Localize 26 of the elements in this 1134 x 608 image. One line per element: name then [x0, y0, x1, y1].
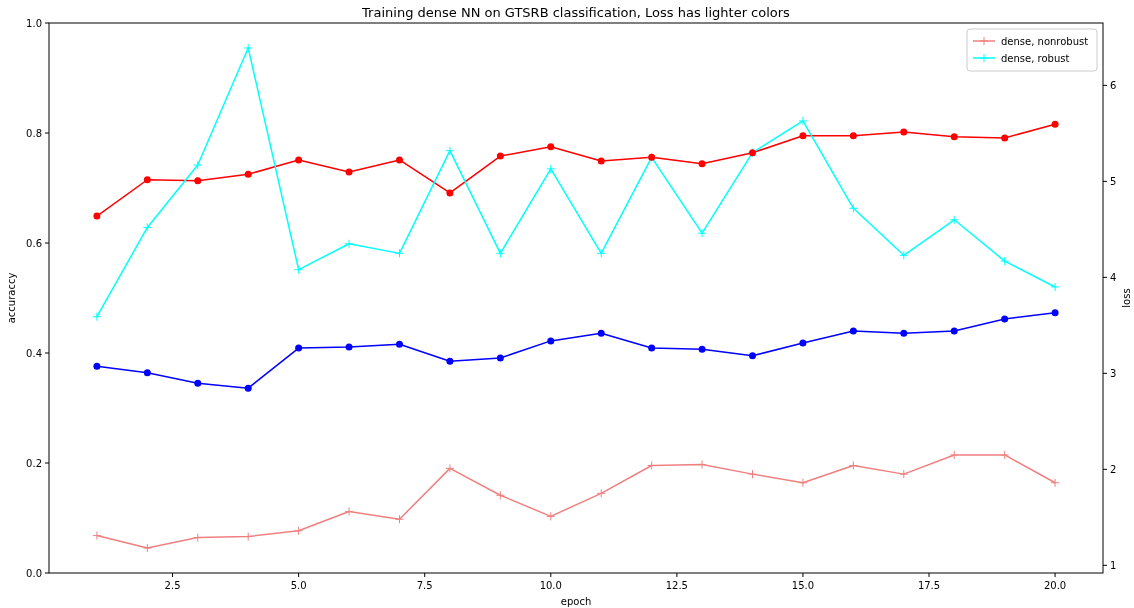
y-tick-label: 0.8 — [26, 127, 42, 139]
x-tick-label: 12.5 — [665, 580, 688, 591]
y2-tick-label: 6 — [1110, 79, 1117, 91]
legend-label: dense, nonrobust — [1001, 36, 1089, 47]
x-tick-label: 20.0 — [1043, 580, 1067, 591]
x-tick-label: 5.0 — [290, 580, 307, 591]
y-tick-label: 0.0 — [26, 567, 42, 579]
y2-axis-title: loss — [1121, 288, 1132, 308]
x-axis-title: epoch — [560, 596, 592, 607]
y2-tick-label: 4 — [1110, 271, 1117, 283]
y-tick-label: 0.6 — [26, 237, 42, 249]
x-tick-label: 15.0 — [791, 580, 815, 591]
chart-title: Training dense NN on GTSRB classification, Loss has lighter colors — [361, 5, 791, 20]
y2-tick-label: 5 — [1110, 175, 1117, 187]
y2-tick-label: 2 — [1110, 463, 1117, 475]
x-tick-label: 7.5 — [416, 580, 433, 591]
legend-label: dense, robust — [1001, 53, 1070, 64]
x-tick-label: 2.5 — [164, 580, 181, 591]
x-tick-label: 17.5 — [917, 580, 941, 591]
x-tick-label: 10.0 — [539, 580, 562, 591]
y2-tick-label: 3 — [1110, 367, 1117, 379]
y-tick-label: 0.4 — [26, 347, 42, 359]
y-axis-title: accuraccy — [6, 272, 17, 324]
y2-tick-label: 1 — [1110, 559, 1117, 571]
y-tick-label: 1.0 — [26, 17, 42, 29]
y-tick-label: 0.2 — [26, 457, 42, 469]
